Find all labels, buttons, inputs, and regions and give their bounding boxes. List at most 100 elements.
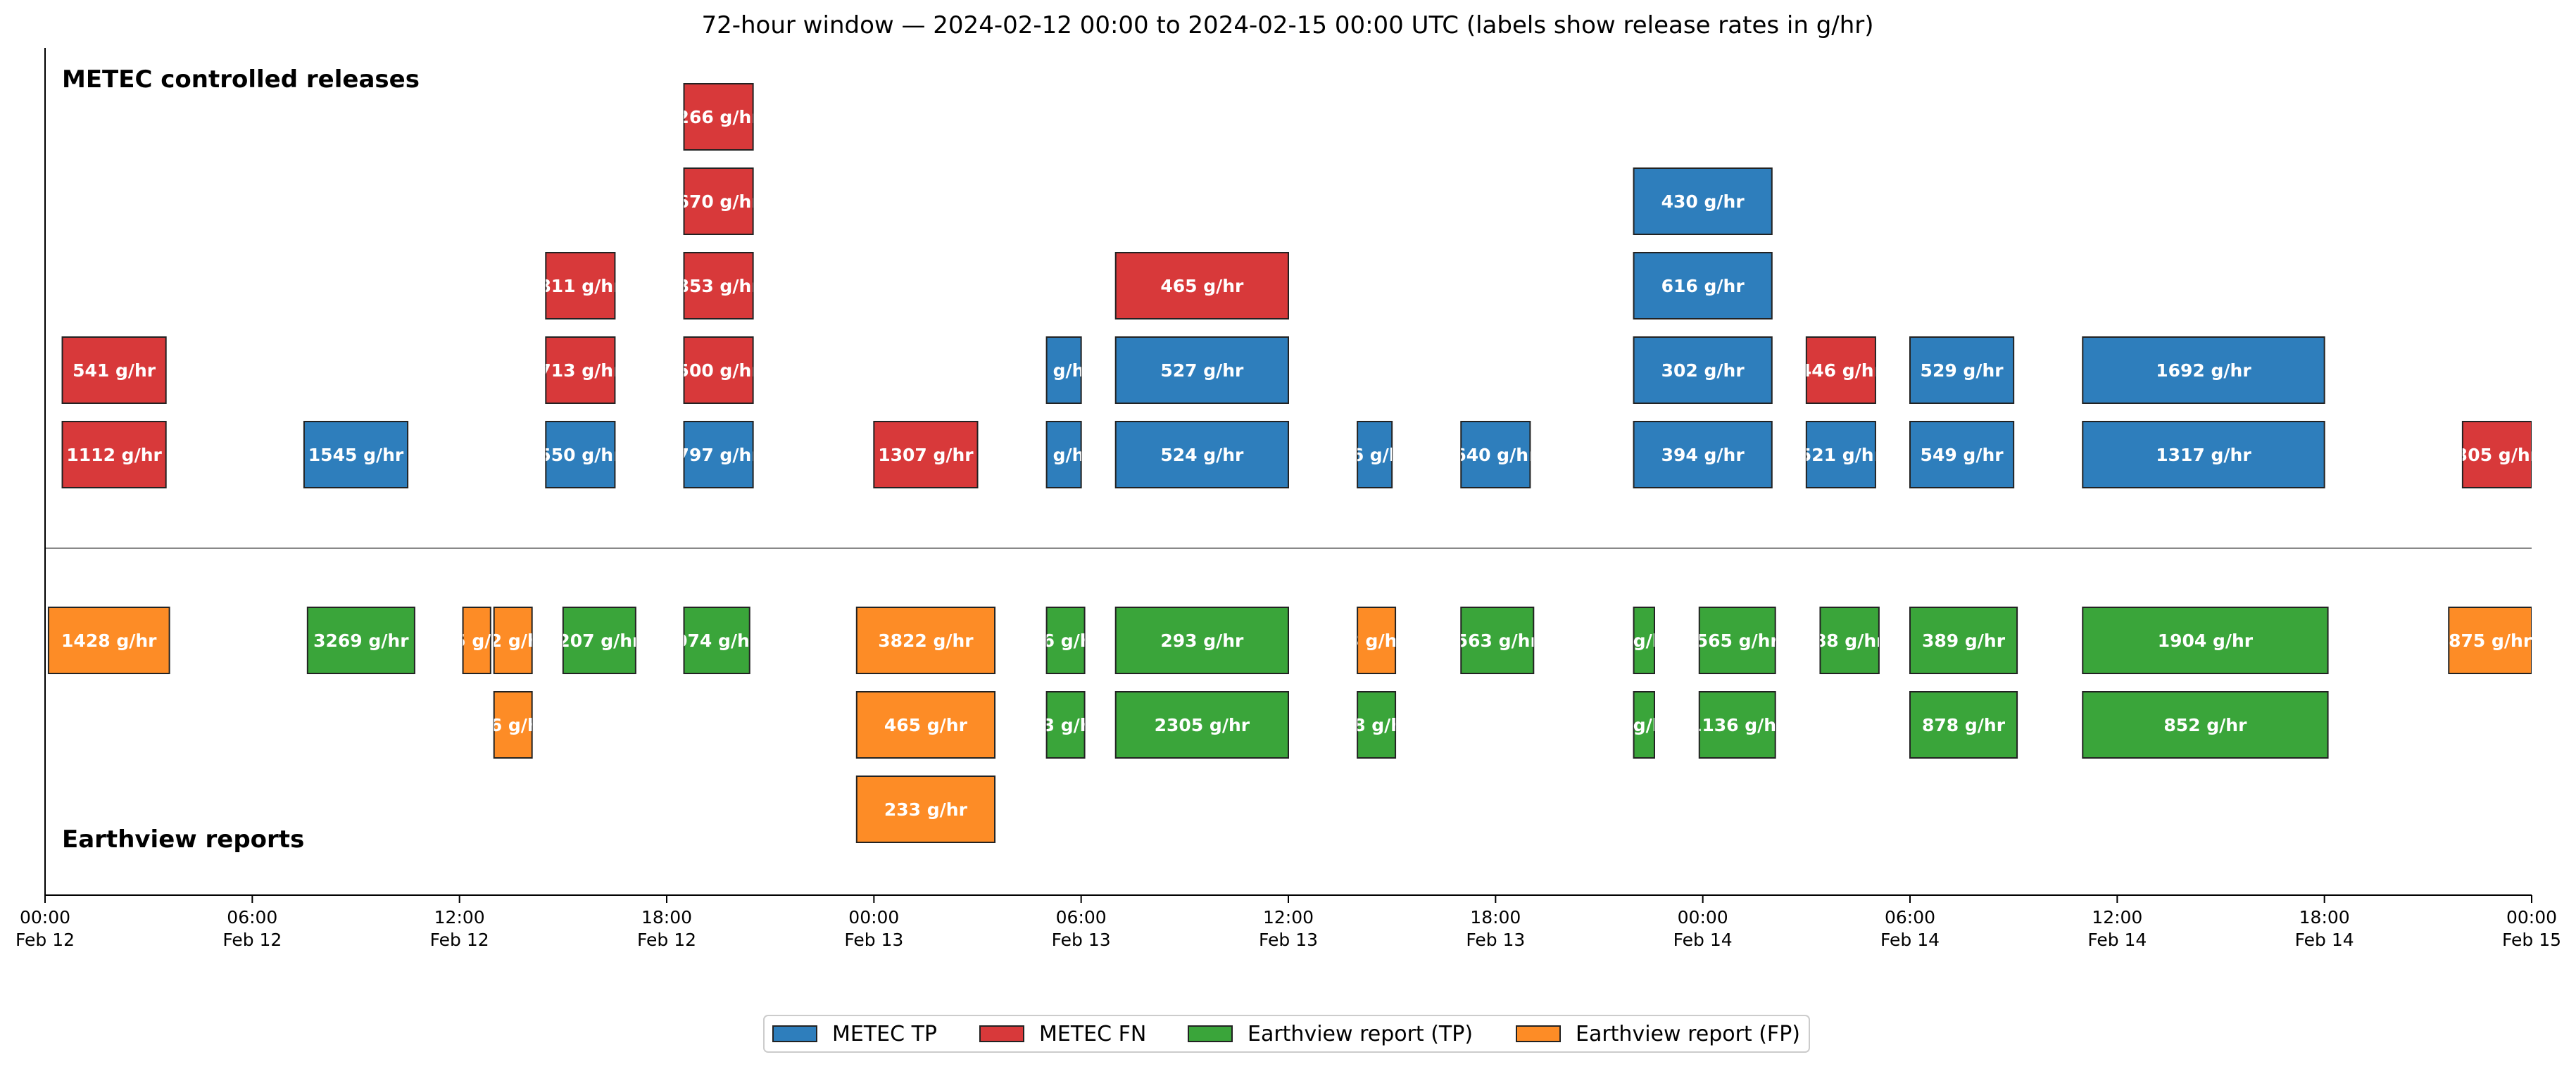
earthview-bar: 233 g/hr — [855, 776, 996, 843]
metec-bar-rect — [1114, 336, 1289, 404]
metec-bar-rect — [683, 336, 754, 404]
metec-bar-label: 521 g/hr — [1799, 445, 1883, 465]
earthview-bar-rect — [1045, 607, 1086, 674]
x-tick-time: 00:00 — [1678, 907, 1728, 928]
x-tick-date: Feb 14 — [2087, 930, 2147, 950]
earthview-bar: 46 g/hr — [477, 691, 548, 759]
metec-bar-rect — [2461, 421, 2532, 488]
earthview-bar-label: 1428 g/hr — [61, 631, 157, 651]
metec-bar-label: 3 g/hr — [1035, 360, 1094, 381]
earthview-bar-label: 2 g/hr — [1615, 631, 1674, 651]
legend-label: Earthview report (TP) — [1248, 1022, 1473, 1046]
earthview-bar: 78 g/hr — [1341, 691, 1412, 759]
earthview-bar: 293 g/hr — [1114, 607, 1289, 674]
earthview-bar-rect — [462, 607, 491, 674]
metec-bar-rect — [1633, 167, 1773, 235]
earthview-bar-label: 78 g/hr — [1341, 715, 1412, 735]
earthview-bar-rect — [47, 607, 170, 674]
x-tick-date: Feb 13 — [1466, 930, 1525, 950]
earthview-bar-rect — [1633, 691, 1655, 759]
metec-bar-label: 529 g/hr — [1921, 360, 2004, 381]
legend-item: Earthview report (FP) — [1516, 1022, 1800, 1046]
x-tick-time: 00:00 — [2506, 907, 2557, 928]
earthview-bar-label: 852 g/hr — [2163, 715, 2247, 735]
earthview-bar-label: 875 g/hr — [2449, 631, 2532, 651]
metec-bar: 549 g/hr — [1909, 421, 2015, 488]
metec-bar-label: 500 g/hr — [677, 360, 761, 381]
earthview-bar-label: 3 g/hr — [1347, 631, 1406, 651]
x-tick-date: Feb 15 — [2502, 930, 2561, 950]
earthview-bar: 1428 g/hr — [47, 607, 170, 674]
x-tick-time: 12:00 — [1263, 907, 1314, 928]
earthview-bar-rect — [2082, 607, 2329, 674]
metec-bar: 394 g/hr — [1633, 421, 1773, 488]
earthview-bar-rect — [1909, 691, 2018, 759]
earthview-bar-label: 878 g/hr — [1922, 715, 2006, 735]
x-tick-date: Feb 13 — [844, 930, 903, 950]
earthview-bar-rect — [1909, 607, 2018, 674]
earthview-bar-rect — [2082, 691, 2329, 759]
earthview-bar-rect — [683, 607, 750, 674]
earthview-bar-rect — [1698, 691, 1776, 759]
metec-bar: 1 g/hr — [1035, 421, 1094, 488]
metec-bar-rect — [61, 421, 167, 488]
metec-bar-label: 266 g/hr — [677, 107, 761, 127]
legend-frame — [763, 1015, 1810, 1053]
earthview-bar: 3269 g/hr — [306, 607, 415, 674]
metec-bar: 1692 g/hr — [2082, 336, 2325, 404]
earthview-bar-rect — [855, 691, 996, 759]
x-tick-time: 00:00 — [20, 907, 70, 928]
metec-bar-label: 1112 g/hr — [66, 445, 162, 465]
metec-bar-rect — [61, 336, 167, 404]
metec-bar-rect — [545, 421, 616, 488]
metec-bar-label: 550 g/hr — [539, 445, 622, 465]
earthview-bar: 2 g/hr — [1615, 607, 1674, 674]
earthview-bar: 875 g/hr — [2448, 607, 2532, 674]
metec-bar-label: 797 g/hr — [677, 445, 761, 465]
earthview-bar-rect — [1357, 691, 1397, 759]
earthview-bar: 3822 g/hr — [855, 607, 996, 674]
earthview-bar-label: 46 g/hr — [477, 715, 548, 735]
earthview-bar-rect — [1357, 607, 1397, 674]
metec-bar: 1112 g/hr — [61, 421, 167, 488]
x-tick-date: Feb 12 — [222, 930, 282, 950]
earthview-bar-rect — [1460, 607, 1535, 674]
chart-title: 72-hour window — 2024-02-12 00:00 to 202… — [701, 11, 1873, 39]
x-tick-time: 06:00 — [227, 907, 277, 928]
earthview-bar: 1904 g/hr — [2082, 607, 2329, 674]
earthview-bar: 35 g/hr — [462, 607, 491, 674]
metec-bar-label: 853 g/hr — [677, 276, 761, 296]
metec-bar-rect — [545, 336, 616, 404]
metec-bar-rect — [1909, 336, 2015, 404]
earthview-bar-rect — [2448, 607, 2532, 674]
metec-bar-rect — [1357, 421, 1393, 488]
legend-swatch — [1516, 1025, 1561, 1042]
legend-item: METEC TP — [772, 1022, 937, 1046]
x-tick-date: Feb 14 — [1880, 930, 1940, 950]
metec-bar: 305 g/hr — [2461, 421, 2532, 488]
earthview-bar: 074 g/hr — [683, 607, 750, 674]
x-tick-time: 06:00 — [1885, 907, 1935, 928]
earthview-bar-label: 76 g/hr — [1030, 631, 1101, 651]
earthview-bar: 563 g/hr — [1460, 607, 1535, 674]
metec-bar-label: 527 g/hr — [1160, 360, 1244, 381]
earthview-bar: 13 g/hr — [1045, 691, 1086, 759]
metec-bar-rect — [1805, 336, 1876, 404]
metec-bar-rect — [303, 421, 409, 488]
metec-bar-label: 541 g/hr — [73, 360, 156, 381]
metec-bar-label: 1 g/hr — [1035, 445, 1094, 465]
earthview-bar: 389 g/hr — [1909, 607, 2018, 674]
earthview-bar-rect — [1045, 691, 1086, 759]
earthview-bar-rect — [855, 776, 996, 843]
metec-bar-rect — [545, 252, 616, 319]
x-tick-date: Feb 12 — [15, 930, 75, 950]
metec-bar-label: 56 g/hr — [1339, 445, 1410, 465]
earthview-bar-label: 207 g/hr — [558, 631, 641, 651]
legend-item: METEC FN — [979, 1022, 1146, 1046]
earthview-bar: 2305 g/hr — [1114, 691, 1289, 759]
